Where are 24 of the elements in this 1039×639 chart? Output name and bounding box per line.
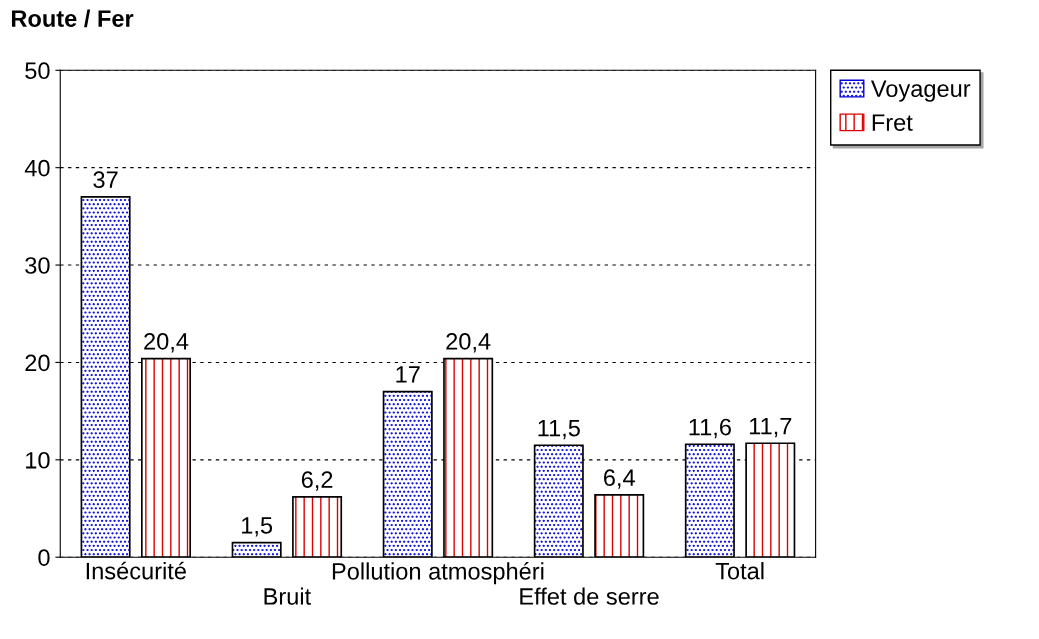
x-tick-label: Pollution atmosphéri — [332, 562, 544, 585]
chart-title: Route / Fer — [11, 9, 134, 28]
x-tick-label: Bruit — [264, 587, 311, 605]
legend-label: Voyageur — [870, 80, 971, 102]
data-label: 37 — [93, 171, 118, 189]
y-tick-label: 50 — [25, 62, 50, 80]
y-tick-label: 10 — [26, 451, 50, 469]
x-tick-label: Total — [715, 562, 764, 580]
data-label: 17 — [396, 366, 420, 383]
y-tick-label: 40 — [24, 159, 50, 177]
data-label: 1,5 — [242, 517, 273, 537]
data-label: 20,4 — [446, 332, 491, 353]
y-tick-label: 0 — [38, 549, 50, 566]
data-label: 6,4 — [604, 469, 635, 489]
data-label: 20,4 — [144, 332, 189, 353]
data-label: 11,5 — [538, 419, 580, 440]
legend-label: Fret — [872, 114, 913, 131]
x-tick-label: Insécurité — [86, 561, 186, 580]
y-tick-label: 30 — [25, 257, 50, 274]
data-label: 11,7 — [749, 417, 792, 438]
data-label: 11,6 — [689, 418, 731, 439]
y-tick-label: 20 — [25, 354, 50, 372]
x-tick-label: Effet de serre — [520, 587, 659, 605]
data-label: 6,2 — [301, 471, 333, 491]
